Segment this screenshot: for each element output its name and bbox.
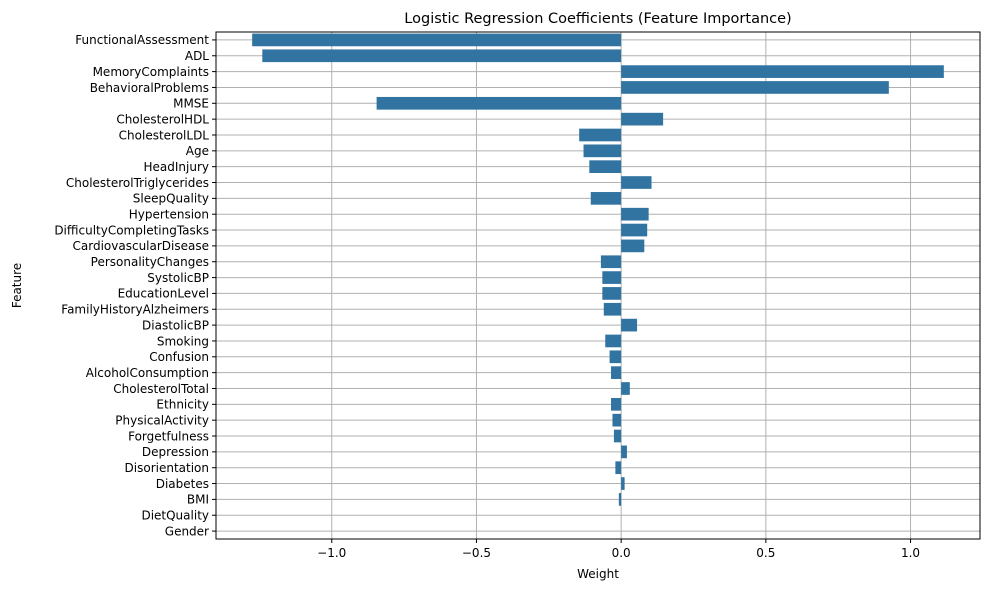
x-axis-ticks: −1.0 −0.5 0.0 0.5 1.0 <box>317 539 920 560</box>
y-axis-label: Feature <box>10 263 24 308</box>
y-tick-label: CholesterolHDL <box>116 112 209 126</box>
x-tick-label: −1.0 <box>317 546 346 560</box>
y-tick-label: Diabetes <box>156 477 209 491</box>
y-tick-label: DietQuality <box>141 509 209 523</box>
y-tick-label: Confusion <box>149 350 209 364</box>
bar <box>621 176 652 189</box>
y-tick-label: PersonalityChanges <box>91 255 209 269</box>
bar <box>579 128 622 142</box>
y-tick-label: Age <box>186 144 209 158</box>
y-tick-label: Depression <box>142 445 209 459</box>
y-tick-label: Gender <box>165 524 209 538</box>
x-tick-label: 0.5 <box>756 546 775 560</box>
bar <box>621 207 649 221</box>
bar <box>621 318 638 332</box>
bar <box>590 192 622 205</box>
bar <box>602 287 622 300</box>
x-axis-label: Weight <box>577 567 619 581</box>
bar <box>621 445 627 459</box>
plot-frame <box>215 31 981 540</box>
bar <box>615 461 622 475</box>
bar <box>605 334 622 348</box>
bar <box>602 271 622 284</box>
bar <box>621 223 648 237</box>
y-tick-label: DiastolicBP <box>142 318 209 332</box>
bar <box>621 65 944 78</box>
y-tick-label: EducationLevel <box>118 287 209 301</box>
y-tick-label: MemoryComplaints <box>93 65 209 79</box>
bar <box>611 397 622 411</box>
y-tick-label: BMI <box>187 493 209 507</box>
y-tick-label: HeadInjury <box>144 160 210 174</box>
y-tick-label: Hypertension <box>129 208 209 222</box>
x-tick-label: −0.5 <box>462 546 491 560</box>
bar <box>618 493 622 506</box>
y-tick-label: Smoking <box>157 334 209 348</box>
bar <box>621 477 625 490</box>
y-tick-label: PhysicalActivity <box>115 413 209 427</box>
y-tick-label: ADL <box>185 49 209 63</box>
bar <box>603 302 622 316</box>
bar <box>613 429 622 443</box>
y-tick-label: SleepQuality <box>133 192 209 206</box>
bar <box>612 413 622 427</box>
bar <box>621 81 889 94</box>
y-tick-label: SystolicBP <box>147 271 209 285</box>
bar <box>621 112 664 126</box>
bar <box>621 239 645 253</box>
bar <box>252 33 622 47</box>
bar <box>609 350 622 364</box>
bar <box>376 96 622 110</box>
y-tick-label: CardiovascularDisease <box>73 239 209 253</box>
y-tick-label: Ethnicity <box>156 398 209 412</box>
y-tick-label: FamilyHistoryAlzheimers <box>61 303 209 317</box>
y-tick-label: Disorientation <box>125 461 209 475</box>
y-tick-label: CholesterolTotal <box>113 382 209 396</box>
y-tick-label: CholesterolLDL <box>119 128 210 142</box>
y-tick-label: MMSE <box>173 97 209 111</box>
y-axis-ticks: FunctionalAssessment ADL MemoryComplaints B… <box>54 33 216 538</box>
bar <box>583 144 622 158</box>
y-tick-label: FunctionalAssessment <box>75 33 209 47</box>
y-tick-label: Forgetfulness <box>128 429 209 443</box>
y-tick-label: CholesterolTriglycerides <box>66 176 209 190</box>
bar <box>600 255 622 269</box>
x-tick-label: 0.0 <box>612 546 631 560</box>
y-tick-label: DifficultyCompletingTasks <box>54 223 209 237</box>
bar <box>621 382 630 395</box>
bars <box>252 33 944 506</box>
bar <box>262 49 622 63</box>
bar <box>589 160 622 174</box>
y-tick-label: AlcoholConsumption <box>86 366 209 380</box>
x-tick-label: 1.0 <box>901 546 920 560</box>
y-tick-label: BehavioralProblems <box>90 81 209 95</box>
chart-title: Logistic Regression Coefficients (Featur… <box>404 11 791 27</box>
bar <box>611 366 622 379</box>
